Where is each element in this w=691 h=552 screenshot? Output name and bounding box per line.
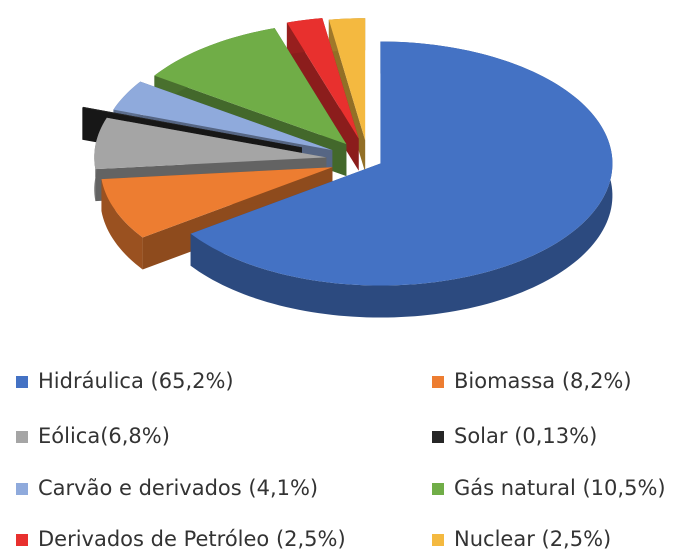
legend-swatch (432, 483, 444, 495)
legend-label: Biomassa (8,2%) (454, 369, 632, 393)
slice-wall (101, 179, 143, 270)
legend-label: Hidráulica (65,2%) (38, 369, 234, 393)
slice (286, 18, 359, 171)
slice-top (94, 117, 327, 170)
slice-side (286, 22, 359, 171)
slice-top (82, 106, 302, 148)
slice-top (113, 81, 333, 151)
legend-swatch (432, 431, 444, 443)
legend-label: Carvão e derivados (4,1%) (38, 476, 318, 500)
slice-wall (82, 106, 84, 140)
legend-swatch (432, 534, 444, 546)
slice-top (154, 28, 347, 145)
slice-top (190, 41, 613, 286)
slice-top (328, 18, 366, 141)
legend-swatch (16, 376, 28, 388)
legend-swatch (16, 483, 28, 495)
legend-label: Nuclear (2,5%) (454, 527, 611, 551)
legend-label: Eólica(6,8%) (38, 424, 170, 448)
slice-top (286, 18, 359, 139)
slice (190, 41, 613, 318)
legend-label: Gás natural (10,5%) (454, 476, 666, 500)
legend-label: Derivados de Petróleo (2,5%) (38, 527, 346, 551)
legend-swatch (16, 431, 28, 443)
legend-swatch (16, 534, 28, 546)
slice-top (101, 167, 333, 238)
legend-swatch (432, 376, 444, 388)
legend-label: Solar (0,13%) (454, 424, 597, 448)
